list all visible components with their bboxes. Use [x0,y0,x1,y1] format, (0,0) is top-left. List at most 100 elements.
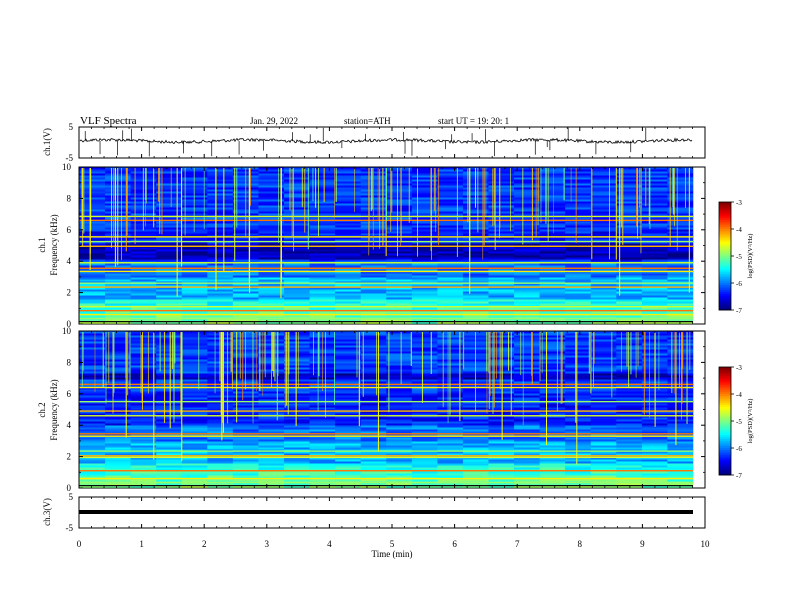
spectrogram-cell [565,205,592,208]
spectrogram-cell [386,415,413,418]
spectrogram-cell [335,473,361,476]
spectrogram-cell [360,429,387,432]
spectrogram-cell [335,243,361,246]
spectrogram-cell [79,187,106,190]
spectrogram-cell [130,395,157,398]
spectrogram-cell [360,353,387,356]
time-axis-ticks: 0 1 2 3 4 5 6 7 8 9 10 [77,127,710,549]
spectrogram-cell [258,467,285,470]
spectrogram-cell [616,179,643,182]
spectrogram-cell [565,381,592,384]
x-tick-label: 4 [327,539,332,549]
spectrogram-cell [156,463,183,466]
spectrogram-cell [590,299,617,302]
spectrogram-cell [590,437,617,440]
spectrogram-cell [130,357,157,360]
spectrogram-cell [258,229,285,232]
colorbar-segment [719,467,731,470]
spectrogram-cell [232,273,259,276]
spectrogram-cell [539,249,566,252]
spectrogram-cell [437,191,464,194]
spectrogram-cell [616,239,643,242]
spectrogram-cell [488,471,515,474]
spectrogram-cell [616,393,643,396]
spectrogram-cell [181,387,208,390]
spectrogram-cell [565,225,592,228]
spectrogram-cell [335,351,361,354]
spectrogram-cell [616,171,643,174]
spectrogram-cell [641,279,668,282]
spectrogram-cell [386,283,413,286]
spectrogram-cell [335,207,361,210]
spectrogram-cell [539,363,566,366]
spectrogram-cell [130,427,157,430]
colorbar-segment [719,256,731,259]
spectrogram-cell [309,247,336,250]
spectrogram-cell [488,359,515,362]
spectrogram-cell [488,401,515,404]
spectrogram-cell [283,413,310,416]
spectrogram-cell [79,385,106,388]
spectrogram-cell [232,395,259,398]
spectrogram-cell [667,177,694,180]
spectrogram-cell [386,359,413,362]
spectrogram-cell [462,437,489,440]
spectrogram-cell [667,393,694,396]
spectrogram-cell [565,167,592,170]
spectrogram-cell [641,315,668,318]
colorbar-segment [719,227,731,230]
spectrogram-cell [411,211,438,214]
spectrogram-cell [462,321,489,324]
colorbar-segment [719,211,731,214]
spectrogram-cell [156,411,183,414]
spectrogram-cell [181,439,208,442]
spectrogram-cell [386,377,413,380]
colorbar-segment [719,408,731,411]
spectrogram-cell [79,443,106,446]
spectrogram-cell [156,387,183,390]
spectrogram-cell [437,177,464,180]
spectrogram-cell [539,217,566,220]
spectrogram-cell [130,231,157,234]
spectrogram-cell [283,241,310,244]
spectrogram-cell [156,257,183,260]
spectrogram-cell [130,237,157,240]
spectrogram-cell [590,475,617,478]
spectrogram-cell [590,191,617,194]
spectrogram-cell [411,319,438,322]
spectrogram-cell [181,303,208,306]
spectrogram-cell [360,371,387,374]
spectrogram-cell [386,239,413,242]
spectrogram-cell [156,295,183,298]
spectrogram-cell [411,443,438,446]
spectrogram-cell [207,253,234,256]
spectrogram-cell [667,367,694,370]
ch1-spectrogram-ylabel-channel: ch.1 [37,237,47,252]
spectrogram-cell [283,359,310,362]
spectrogram-cell [641,229,668,232]
spectrogram-cell [335,331,361,334]
spectrogram-cell [335,367,361,370]
spectrogram-cell [462,427,489,430]
spectrogram-cell [156,277,183,280]
spectrogram-cell [130,365,157,368]
spectrogram-cell [335,397,361,400]
spectral-line [79,383,693,386]
spectrogram-cell [79,227,106,230]
spectrogram-cell [79,319,106,322]
spectrogram-cell [283,275,310,278]
spectrogram-cell [437,299,464,302]
spectrogram-cell [616,201,643,204]
spectrogram-cell [181,335,208,338]
spectrogram-cell [335,345,361,348]
spectrogram-cell [335,227,361,230]
spectrogram-cell [539,297,566,300]
spectrogram-cell [335,471,361,474]
spectrogram-cell [156,237,183,240]
spectrogram-cell [488,347,515,350]
spectrogram-cell [156,433,183,436]
spectrogram-cell [283,337,310,340]
spectrogram-cell [565,357,592,360]
spectrogram-cell [360,365,387,368]
spectrogram-cell [514,335,540,338]
